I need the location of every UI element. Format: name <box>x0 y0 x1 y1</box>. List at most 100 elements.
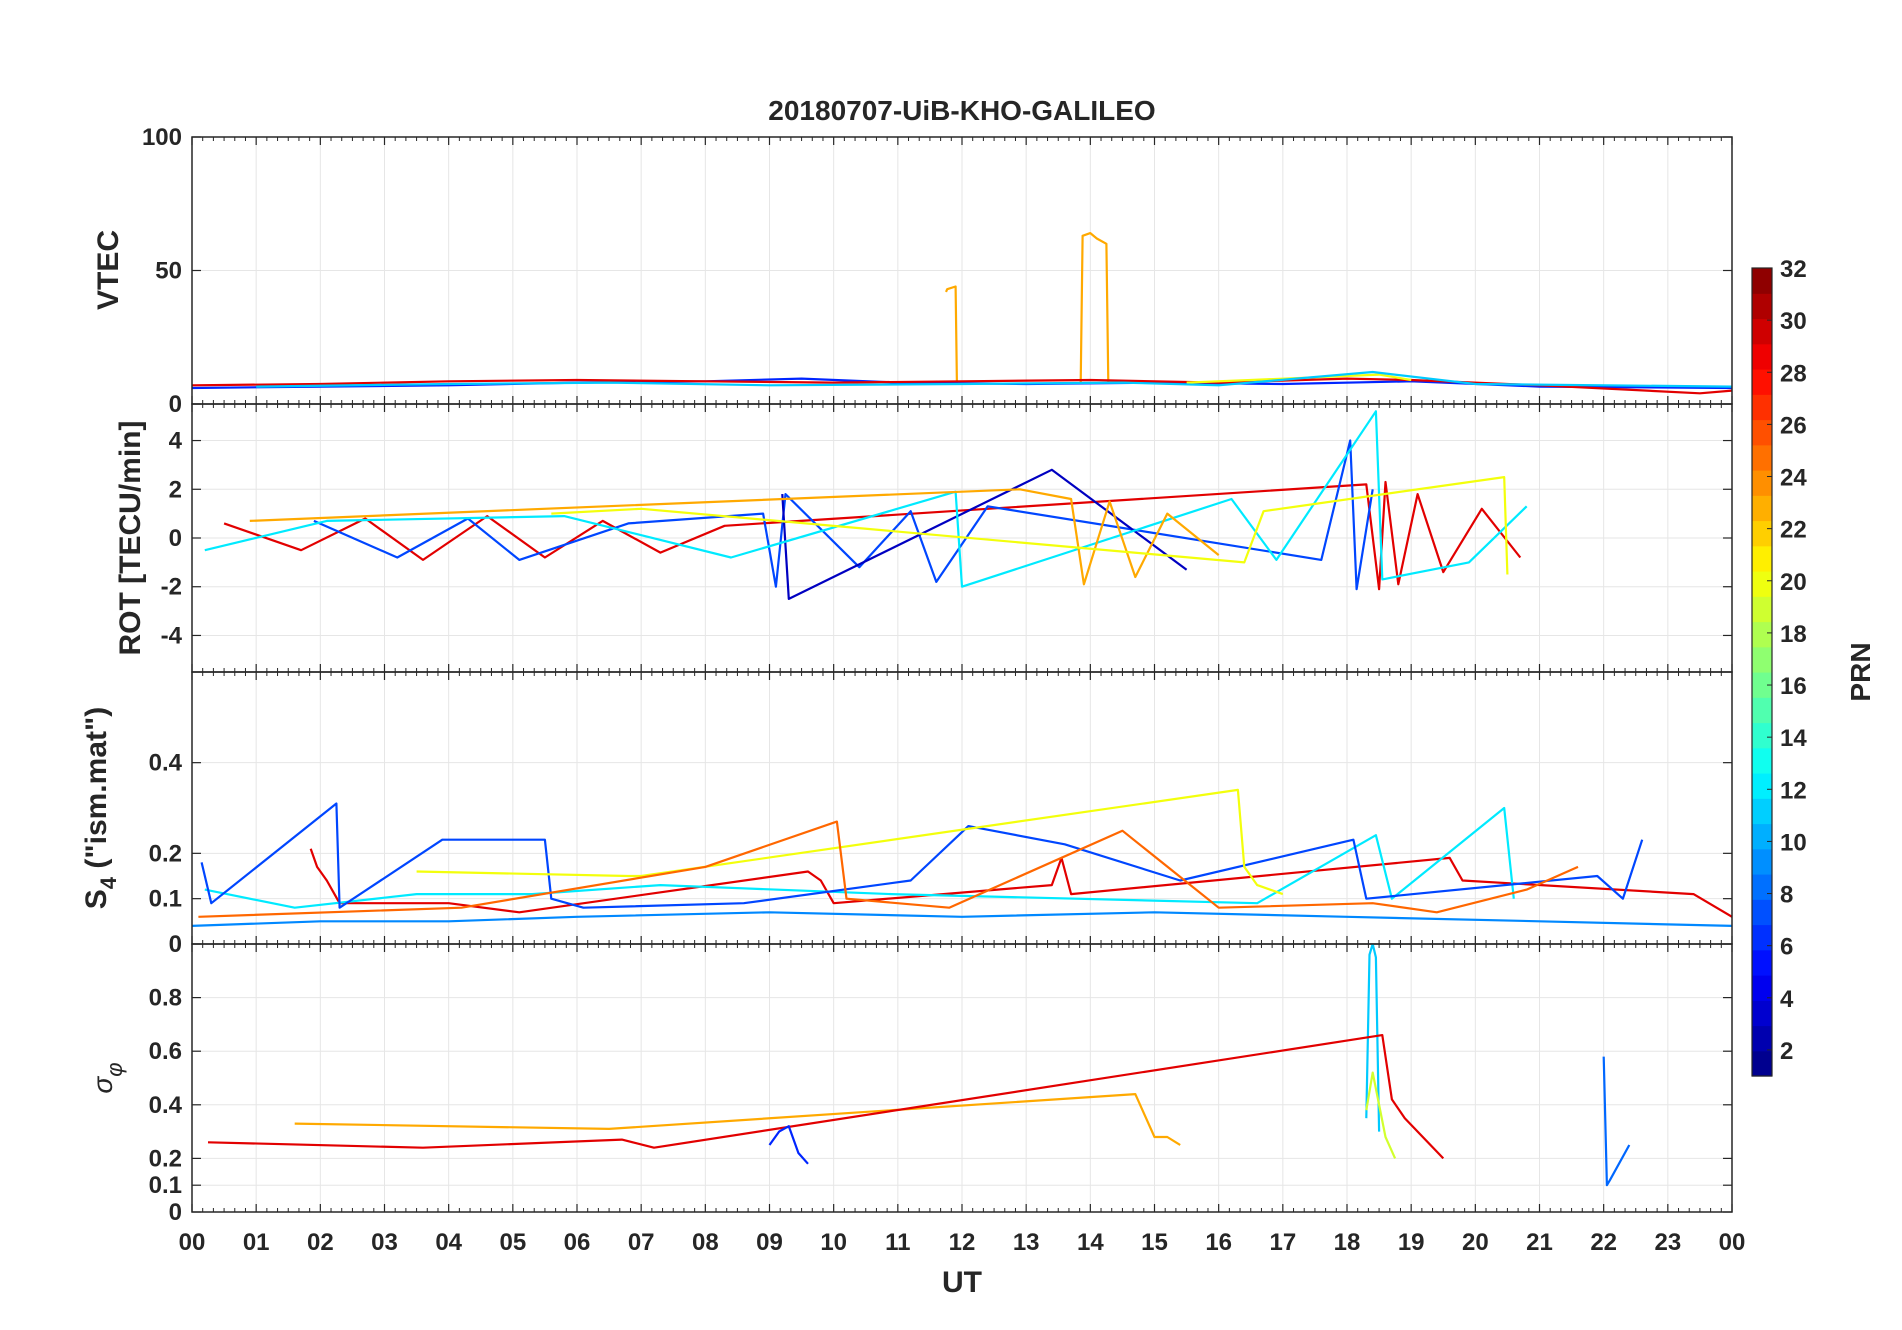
colorbar-tick-label: 20 <box>1780 569 1807 596</box>
colorbar-tick-label: 28 <box>1780 360 1807 387</box>
x-tick-label: 07 <box>628 1229 655 1256</box>
colorbar-band <box>1752 495 1772 522</box>
series-line-prn-23 <box>1079 232 1110 383</box>
ylabel-s4-main: S <box>80 889 113 909</box>
x-tick-label: 03 <box>371 1229 398 1256</box>
series-line-prn-23 <box>294 1092 1181 1146</box>
x-tick-label: 08 <box>692 1229 719 1256</box>
series-line-prn-23 <box>249 488 1220 586</box>
series-line-prn-29 <box>223 480 1522 591</box>
chart-title: 20180707-UiB-KHO-GALILEO <box>768 95 1155 126</box>
colorbar-band <box>1752 646 1772 673</box>
colorbar-tick-label: 2 <box>1780 1038 1793 1065</box>
ylabel-s4-sub: 4 <box>96 876 121 889</box>
series-sigma-phi <box>207 944 1631 1187</box>
colorbar-band <box>1752 975 1772 1001</box>
colorbar-tick-label: 22 <box>1780 517 1807 544</box>
series-line-prn-25 <box>198 820 1579 918</box>
colorbar-band <box>1752 848 1772 875</box>
y-tick-label: 0 <box>169 525 182 552</box>
x-tick-label: 00 <box>1719 1229 1746 1256</box>
colorbar-band <box>1752 899 1772 926</box>
y-tick-label: 0.1 <box>149 1172 182 1199</box>
x-tick-label: 17 <box>1269 1229 1296 1256</box>
ticks-rot: -4 -2 0 2 4 <box>161 404 1733 672</box>
series-line-prn-7 <box>313 439 1374 591</box>
x-tick-label: 14 <box>1077 1229 1104 1256</box>
colorbar-band <box>1752 343 1772 370</box>
x-tick-label: 22 <box>1590 1229 1617 1256</box>
colorbar-band <box>1752 924 1772 951</box>
colorbar-tick-label: 14 <box>1780 725 1807 752</box>
series-rot <box>204 410 1528 601</box>
colorbar-band <box>1752 798 1772 825</box>
series-line-prn-8 <box>1602 1056 1631 1187</box>
colorbar-band <box>1752 419 1772 446</box>
y-tick-label: 0.4 <box>149 750 183 777</box>
series-line-prn-9 <box>192 911 1732 927</box>
colorbar-band <box>1752 949 1772 976</box>
colorbar-band <box>1752 470 1772 496</box>
y-tick-label: 100 <box>142 124 182 151</box>
colorbar-tick-label: 30 <box>1780 308 1807 335</box>
colorbar-band <box>1752 621 1772 648</box>
colorbar-band <box>1752 1050 1772 1077</box>
series-line-prn-7 <box>200 802 1644 909</box>
x-tick-label: 20 <box>1462 1229 1489 1256</box>
series-line-prn-23 <box>944 285 958 383</box>
y-tick-label: 0.6 <box>149 1038 182 1065</box>
x-tick-label: 21 <box>1526 1229 1553 1256</box>
ylabel-sigma-sub: φ <box>102 1062 127 1076</box>
x-tick-label: 05 <box>499 1229 526 1256</box>
series-line-prn-11 <box>1365 944 1381 1132</box>
ticks-vtec: 0 50 100 <box>142 124 1733 418</box>
colorbar-bands <box>1752 268 1772 1077</box>
x-tick-label: 18 <box>1334 1229 1361 1256</box>
x-tick-label: 19 <box>1398 1229 1425 1256</box>
x-tick-labels: 00 01 02 03 04 05 06 07 08 09 10 11 12 13 14 15 16 17 18 19… <box>179 1229 1746 1256</box>
x-tick-label: 15 <box>1141 1229 1168 1256</box>
colorbar-tick-label: 16 <box>1780 673 1807 700</box>
grid-sigma-phi <box>191 944 1733 1213</box>
colorbar-band <box>1752 596 1772 623</box>
x-tick-label: 13 <box>1013 1229 1040 1256</box>
series-line-prn-20 <box>551 476 1509 575</box>
colorbar-band <box>1752 520 1772 547</box>
x-tick-label: 00 <box>179 1229 206 1256</box>
grid-vtec <box>191 136 1733 405</box>
colorbar-tick-label: 32 <box>1780 256 1807 283</box>
y-tick-label: 50 <box>155 258 182 285</box>
colorbar-tick-label: 18 <box>1780 621 1807 648</box>
y-tick-label: 0 <box>169 1199 182 1226</box>
colorbar-tick-label: 26 <box>1780 412 1807 439</box>
x-tick-label: 12 <box>949 1229 976 1256</box>
ylabel-s4: S4 ("ism.mat") <box>80 707 121 909</box>
colorbar-band <box>1752 318 1772 345</box>
ticks-sigma-phi: 00.10.2 0.4 0.6 0.8 <box>149 944 1733 1226</box>
y-tick-label: 0.1 <box>149 886 182 913</box>
series-line-prn-19 <box>1365 1071 1397 1159</box>
y-tick-label: 0.2 <box>149 840 182 867</box>
x-tick-label: 09 <box>756 1229 783 1256</box>
colorbar-band <box>1752 268 1772 294</box>
colorbar-band <box>1752 823 1772 850</box>
ylabel-s4-rest: ("ism.mat") <box>80 707 113 877</box>
colorbar-tick-label: 8 <box>1780 882 1793 909</box>
series-vtec <box>192 232 1732 395</box>
x-tick-label: 06 <box>564 1229 591 1256</box>
colorbar-frame <box>1751 267 1773 1077</box>
y-tick-label: -4 <box>161 622 183 649</box>
y-tick-label: 0.4 <box>149 1092 183 1119</box>
colorbar-band <box>1752 293 1772 320</box>
colorbar-band <box>1752 545 1772 572</box>
colorbar-band <box>1752 394 1772 421</box>
ylabel-sigma-main: σ <box>87 1076 118 1094</box>
colorbar-band <box>1752 697 1772 724</box>
ylabel-rot: ROT [TECU/min] <box>114 421 147 656</box>
panel-sigma-phi: 00.10.2 0.4 0.6 0.8 σφ <box>87 943 1733 1226</box>
series-line-prn-29 <box>207 1033 1445 1160</box>
y-tick-label: 0 <box>169 931 182 958</box>
y-tick-label: 2 <box>169 476 182 503</box>
